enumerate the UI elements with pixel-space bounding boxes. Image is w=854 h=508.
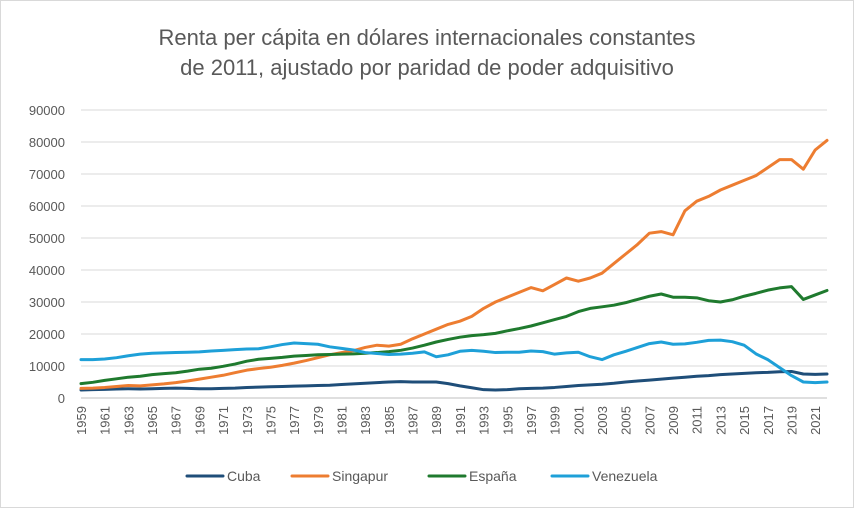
chart-title-line-2: de 2011, ajustado por paridad de poder a… — [180, 55, 674, 80]
x-tick-label: 2009 — [666, 406, 681, 435]
x-tick-label: 1963 — [121, 406, 136, 435]
x-tick-label: 2021 — [808, 406, 823, 435]
x-tick-label: 1977 — [287, 406, 302, 435]
x-tick-label: 1973 — [240, 406, 255, 435]
x-tick-label: 1983 — [358, 406, 373, 435]
x-tick-label: 2013 — [713, 406, 728, 435]
y-axis-ticks: 0 10000 20000 30000 40000 50000 60000 70000 8000… — [29, 103, 65, 406]
x-tick-label: 2019 — [784, 406, 799, 435]
y-tick-label: 80000 — [29, 135, 65, 150]
y-tick-label: 20000 — [29, 327, 65, 342]
x-tick-label: 2003 — [595, 406, 610, 435]
legend: Cuba Singapur España Venezuela — [185, 468, 658, 484]
y-tick-label: 40000 — [29, 263, 65, 278]
series-line-venezuela — [79, 338, 829, 385]
x-tick-label: 1985 — [382, 406, 397, 435]
x-tick-label: 2007 — [642, 406, 657, 435]
x-axis-ticks: 1959 1961 1963 1965 1967 1969 1971 1973 1975 1977… — [74, 406, 823, 435]
x-tick-label: 2015 — [737, 406, 752, 435]
legend-label: Cuba — [227, 468, 261, 484]
series-lines — [79, 138, 829, 392]
x-tick-label: 1967 — [169, 406, 184, 435]
x-tick-label: 1989 — [429, 406, 444, 435]
y-tick-label: 10000 — [29, 359, 65, 374]
x-tick-label: 1995 — [500, 406, 515, 435]
x-tick-label: 1971 — [216, 406, 231, 435]
x-tick-label: 1987 — [406, 406, 421, 435]
legend-label: España — [469, 468, 517, 484]
x-tick-label: 1959 — [74, 406, 89, 435]
y-tick-label: 0 — [58, 391, 65, 406]
x-tick-label: 1961 — [98, 406, 113, 435]
y-tick-label: 30000 — [29, 295, 65, 310]
x-tick-label: 1991 — [453, 406, 468, 435]
x-tick-label: 1979 — [311, 406, 326, 435]
series-line-espaa — [79, 285, 829, 386]
x-tick-label: 1999 — [548, 406, 563, 435]
series-line-cuba — [79, 369, 829, 392]
y-tick-label: 90000 — [29, 103, 65, 118]
series-line-singapur — [79, 138, 829, 390]
x-tick-label: 1993 — [477, 406, 492, 435]
x-tick-label: 1965 — [145, 406, 160, 435]
gridlines — [81, 109, 827, 399]
chart-title-line-1: Renta per cápita en dólares internaciona… — [159, 25, 696, 50]
legend-label: Singapur — [332, 468, 388, 484]
x-tick-label: 1975 — [263, 406, 278, 435]
y-tick-label: 70000 — [29, 167, 65, 182]
x-tick-label: 1981 — [335, 406, 350, 435]
x-tick-label: 2005 — [619, 406, 634, 435]
x-tick-label: 1969 — [192, 406, 207, 435]
y-tick-label: 50000 — [29, 231, 65, 246]
x-tick-label: 1997 — [524, 406, 539, 435]
x-tick-label: 2001 — [571, 406, 586, 435]
x-tick-label: 2017 — [761, 406, 776, 435]
y-tick-label: 60000 — [29, 199, 65, 214]
legend-label: Venezuela — [592, 468, 658, 484]
x-tick-label: 2011 — [690, 406, 705, 434]
